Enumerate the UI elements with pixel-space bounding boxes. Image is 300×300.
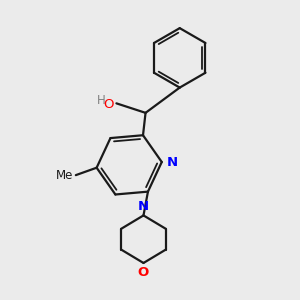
Text: O: O — [138, 266, 149, 279]
Text: Me: Me — [56, 169, 73, 182]
Text: N: N — [138, 200, 149, 213]
Text: N: N — [167, 155, 178, 169]
Text: H: H — [97, 94, 105, 107]
Text: O: O — [103, 98, 114, 111]
